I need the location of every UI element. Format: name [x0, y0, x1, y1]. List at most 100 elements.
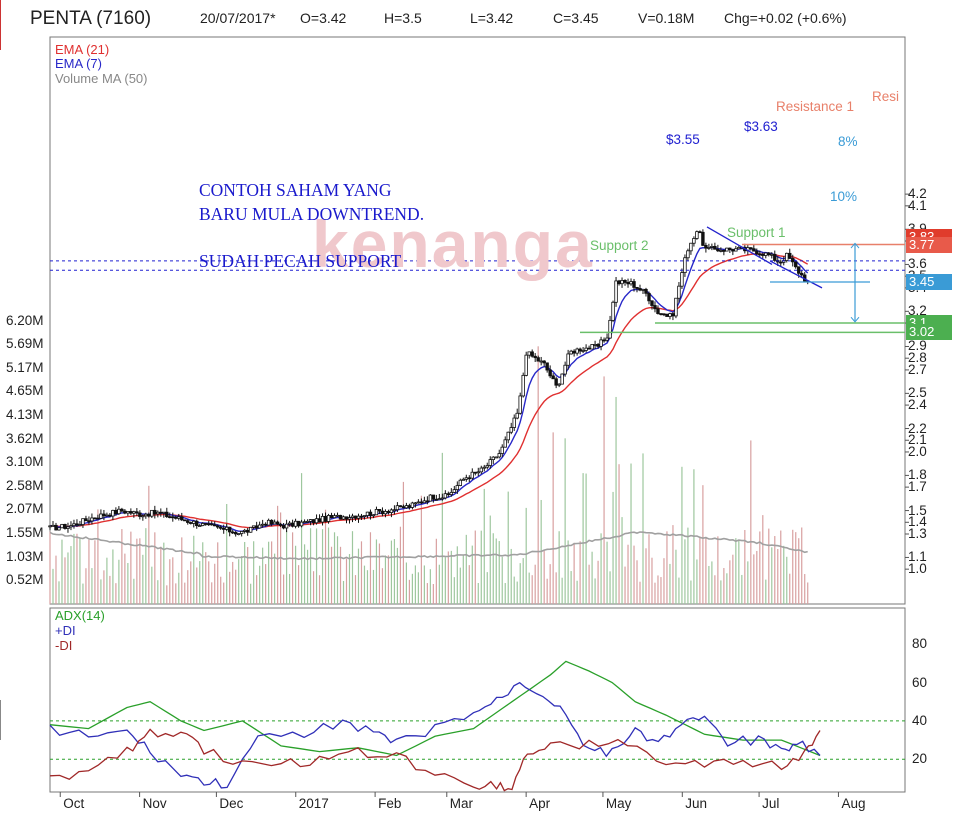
- candle-body: [536, 357, 540, 362]
- volume-bar: [798, 538, 800, 604]
- candle-body: [611, 301, 615, 321]
- volume-bar: [55, 555, 57, 604]
- price-tag: 3.02: [906, 324, 952, 341]
- volume-tick-label: 4.65M: [6, 383, 44, 399]
- volume-bar: [771, 547, 773, 604]
- volume-bar: [283, 574, 285, 604]
- volume-bar: [154, 532, 156, 604]
- candle-body: [683, 257, 687, 273]
- candle-body: [785, 252, 789, 261]
- volume-bar: [205, 552, 207, 604]
- volume-bar: [687, 527, 689, 604]
- candle-body: [347, 517, 352, 520]
- x-tick-label: May: [605, 796, 632, 811]
- candle-body: [293, 520, 298, 527]
- candle-body: [716, 248, 720, 252]
- volume-bar: [235, 569, 237, 604]
- volume-bar: [208, 561, 210, 604]
- volume-bar: [750, 440, 752, 604]
- candle-body: [111, 509, 115, 517]
- volume-bar: [82, 583, 84, 604]
- volume-bar: [327, 527, 330, 604]
- candle-body: [245, 529, 250, 533]
- candle-body: [500, 446, 504, 454]
- volume-bar: [459, 567, 461, 604]
- candle-body: [731, 249, 735, 252]
- candle-body: [404, 505, 409, 509]
- volume-bar: [573, 542, 575, 604]
- volume-bar: [438, 564, 440, 604]
- volume-bar: [405, 562, 408, 604]
- x-tick-label: 2017: [298, 796, 329, 811]
- price-tick-label: 2.0: [908, 443, 927, 459]
- volume-bar: [588, 564, 590, 604]
- x-tick-label: Aug: [841, 796, 866, 811]
- candle-body: [350, 515, 355, 518]
- candle-body: [521, 374, 525, 397]
- candle-body: [213, 524, 217, 527]
- candle-body: [599, 339, 603, 347]
- volume-bar: [597, 560, 599, 604]
- x-tick-label: Mar: [449, 796, 474, 811]
- candle-body: [168, 516, 172, 519]
- candle-body: [665, 313, 669, 317]
- candle-body: [581, 350, 585, 352]
- candle-body: [195, 520, 199, 527]
- candle-body: [216, 525, 220, 528]
- candle-body: [749, 247, 753, 250]
- volume-bar: [250, 583, 252, 604]
- candle-body: [93, 517, 97, 520]
- candle-body: [272, 521, 277, 525]
- candle-body: [587, 347, 591, 350]
- candle-body: [201, 523, 205, 526]
- candle-body: [725, 247, 729, 252]
- candle-body: [710, 245, 714, 248]
- volume-bar: [705, 536, 707, 604]
- volume-bar: [330, 546, 333, 604]
- volume-bar: [160, 546, 162, 604]
- candle-body: [650, 300, 654, 306]
- candle-body: [470, 471, 474, 479]
- volume-bar: [378, 543, 381, 604]
- candle-body: [584, 347, 588, 351]
- volume-bar: [717, 536, 719, 604]
- price-tick-label: 2.5: [908, 385, 927, 401]
- price-tick-label: 2.1: [908, 432, 927, 448]
- volume-bar: [288, 573, 291, 604]
- candle-body: [254, 525, 259, 529]
- volume-bar: [651, 557, 653, 604]
- candle-body: [287, 522, 292, 525]
- price-tick-label: 2.8: [908, 350, 927, 366]
- support1-label: Support 1: [727, 225, 786, 240]
- candle-body: [305, 520, 310, 523]
- volume-bar: [558, 531, 560, 604]
- volume-bar: [49, 531, 51, 604]
- candle-body: [90, 517, 94, 522]
- legend-mdi: -DI: [55, 638, 73, 653]
- candle-body: [222, 527, 226, 530]
- candle-body: [734, 248, 738, 252]
- volume-bar: [648, 534, 650, 604]
- volume-bar: [426, 583, 428, 604]
- volume-bar: [262, 547, 264, 604]
- volume-bar: [690, 580, 692, 604]
- candle-body: [794, 261, 798, 268]
- volume-bar: [58, 581, 60, 604]
- volume-bar: [783, 545, 785, 604]
- volume-bar: [480, 530, 482, 604]
- volume-bar: [672, 525, 674, 604]
- volume-bar: [594, 578, 596, 604]
- volume-bar: [435, 538, 437, 604]
- price-tag: 3.77: [906, 236, 952, 253]
- candle-body: [617, 280, 621, 285]
- volume-bar: [414, 565, 416, 604]
- volume-bar: [525, 507, 527, 604]
- volume-bar: [591, 551, 593, 604]
- candle-body: [329, 514, 334, 519]
- watermark-logo: kenanga: [312, 207, 594, 281]
- volume-tick-label: 2.07M: [6, 501, 44, 517]
- volume-bar: [121, 529, 123, 604]
- candle-body: [48, 525, 52, 528]
- volume-bar: [606, 541, 608, 604]
- volume-bar: [241, 556, 243, 604]
